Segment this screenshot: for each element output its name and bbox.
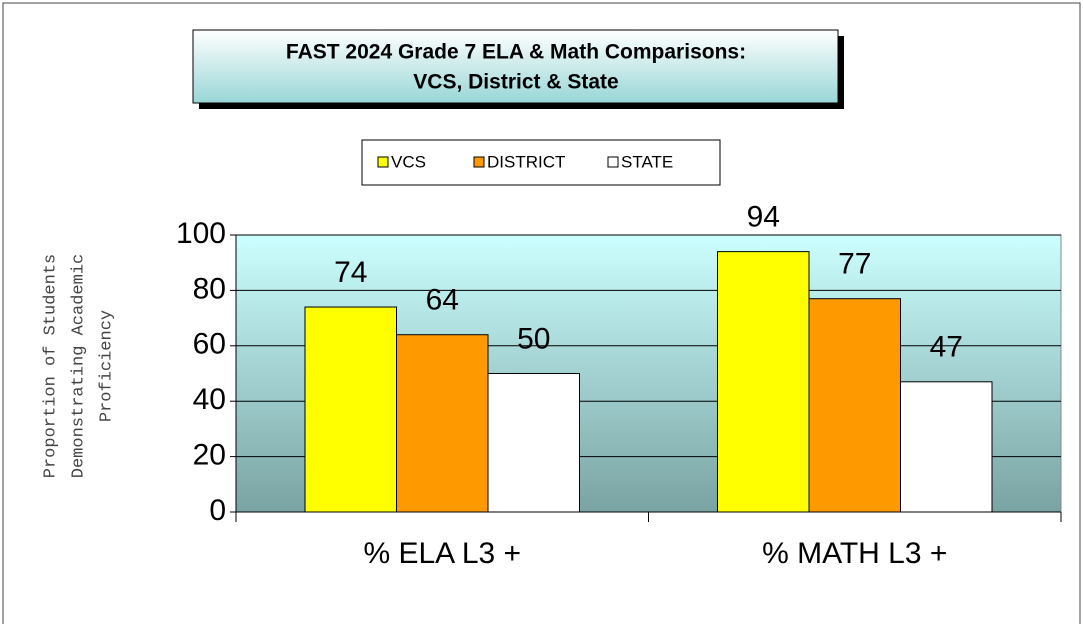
bar <box>900 381 993 513</box>
y-tick-label: 20 <box>193 439 226 472</box>
y-tick-label: 80 <box>193 272 226 305</box>
value-label: 64 <box>426 284 459 317</box>
x-tick-label: % MATH L3 + <box>762 537 947 570</box>
y-tick-label: 100 <box>176 217 226 250</box>
legend-swatch <box>377 156 389 168</box>
chart-title: FAST 2024 Grade 7 ELA & Math Comparisons… <box>286 41 746 64</box>
bar <box>396 334 489 513</box>
x-tick-label: % ELA L3 + <box>363 537 521 570</box>
value-label: 74 <box>334 256 367 289</box>
value-label: 94 <box>747 201 780 234</box>
legend-label: STATE <box>621 152 673 171</box>
y-axis-label: Proportion of Students <box>41 254 60 478</box>
title-box <box>192 29 839 104</box>
value-label: 47 <box>930 331 963 364</box>
chart-title: VCS, District & State <box>413 71 618 94</box>
y-axis-label: Proficiency <box>97 310 116 422</box>
legend-box <box>361 139 721 186</box>
bar <box>304 306 397 513</box>
legend-swatch <box>473 156 485 168</box>
y-tick-label: 0 <box>209 494 226 527</box>
value-label: 77 <box>838 248 871 281</box>
legend-label: VCS <box>391 152 426 171</box>
y-axis-label: Demonstrating Academic <box>69 254 88 478</box>
bar <box>487 373 580 513</box>
legend-label: DISTRICT <box>487 152 565 171</box>
y-tick-label: 40 <box>193 383 226 416</box>
legend-swatch <box>607 156 619 168</box>
y-tick-label: 60 <box>193 328 226 361</box>
value-label: 50 <box>517 322 550 355</box>
bar <box>808 298 901 513</box>
bar <box>717 251 810 513</box>
